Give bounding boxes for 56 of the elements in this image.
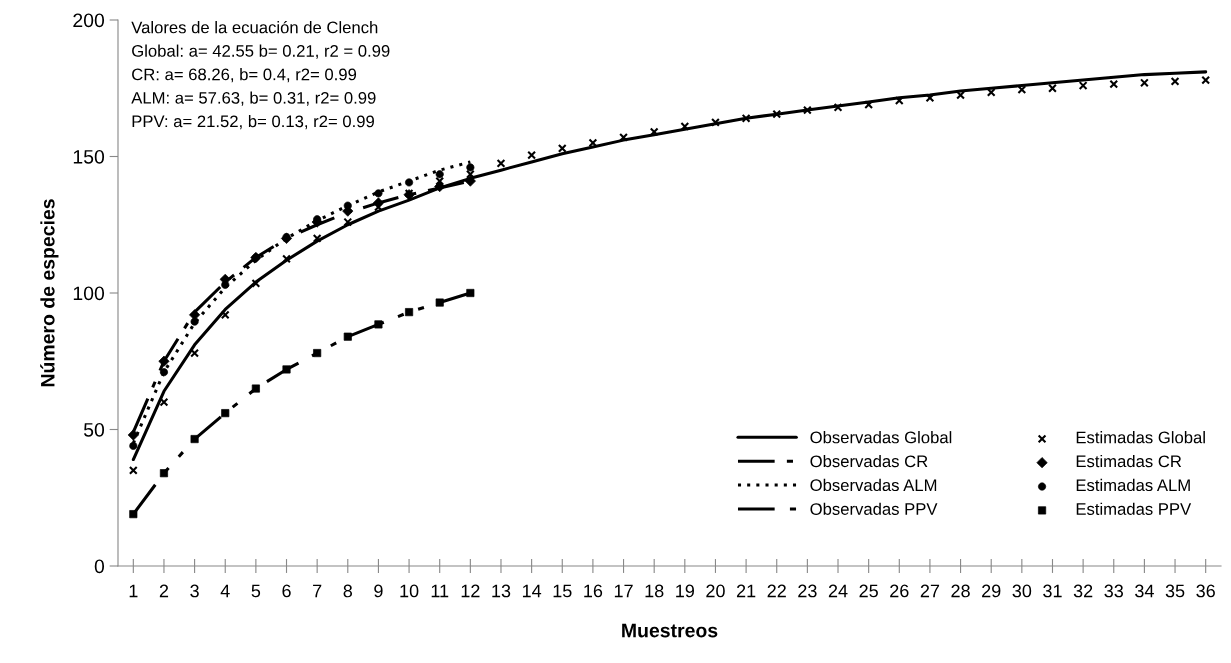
x-tick-label: 6 [282,584,291,598]
annotation: ALM: a= 57.63, b= 0.31, r2= 0.99 [131,91,376,106]
annotation: CR: a= 68.26, b= 0.4, r2= 0.99 [132,68,357,83]
x-tick-label: 19 [676,584,695,598]
x-tick-label: 5 [251,584,261,598]
annotation: Global: a= 42.55 b= 0.21, r2 = 0.99 [132,44,390,59]
y-tick-label: 200 [73,13,105,28]
x-tick-label: 1 [129,584,138,598]
x-tick-label: 14 [522,584,542,598]
legend-label: Observadas CR [810,454,928,468]
x-tick-label: 34 [1135,584,1154,598]
y-axis-title: Número de especies [40,199,59,387]
x-tick-label: 29 [982,584,1001,598]
x-tick-label: 17 [614,584,633,598]
x-tick-label: 35 [1165,584,1185,598]
x-tick-label: 4 [220,584,230,598]
x-tick-label: 36 [1196,584,1215,598]
x-tick-label: 21 [736,584,756,598]
x-tick-label: 10 [400,584,419,598]
x-tick-label: 3 [190,584,199,598]
annotation: Valores de la ecuación de Clench [131,20,378,34]
x-tick-label: 20 [706,584,725,598]
y-tick-label: 50 [83,422,105,437]
legend-label: Estimadas CR [1076,454,1182,468]
legend-label: Estimadas ALM [1076,478,1190,492]
x-axis-title: Muestreos [622,623,718,638]
legend-label: Estimadas Global [1076,431,1205,444]
x-tick-label: 26 [890,584,909,598]
x-tick-label: 11 [431,584,449,598]
legend-label: Estimadas PPV [1076,502,1192,515]
x-tick-label: 9 [374,584,383,598]
x-tick-label: 33 [1104,584,1124,598]
x-tick-label: 27 [920,584,940,598]
x-tick-label: 23 [798,584,817,598]
x-tick-label: 16 [584,584,603,598]
y-tick-label: 0 [94,559,105,574]
x-tick-label: 12 [461,584,480,598]
x-tick-label: 7 [313,584,322,598]
legend-label: Observadas ALM [810,478,937,492]
legend-label: Observadas PPV [810,502,938,515]
x-tick-label: 25 [859,584,878,598]
x-tick-label: 28 [951,584,970,598]
x-tick-label: 8 [343,584,353,598]
x-tick-label: 18 [645,584,664,598]
x-tick-label: 13 [492,584,511,598]
x-tick-label: 32 [1073,584,1093,598]
y-tick-label: 150 [73,149,105,164]
x-tick-label: 31 [1043,584,1062,598]
x-tick-label: 30 [1012,584,1032,598]
x-tick-label: 2 [159,584,169,598]
x-tick-label: 22 [767,584,786,598]
y-tick-label: 100 [73,286,105,301]
x-tick-label: 24 [828,584,848,598]
x-tick-label: 15 [553,584,572,598]
annotation: PPV: a= 21.52, b= 0.13, r2= 0.99 [132,115,374,130]
legend-label: Observadas Global [810,431,952,444]
